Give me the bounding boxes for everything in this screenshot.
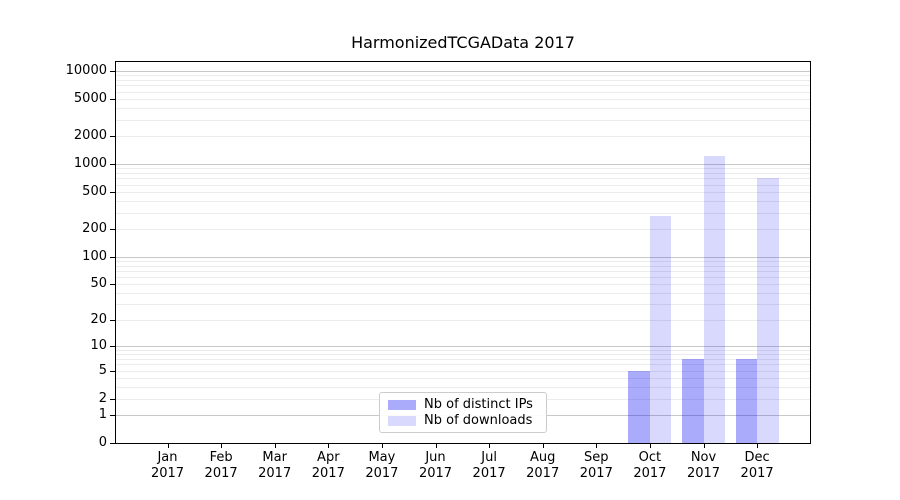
gridlines-layer — [116, 62, 810, 443]
x-tick-label-dec: Dec 2017 — [740, 450, 774, 481]
gridline-minor — [116, 364, 810, 366]
bars-layer — [116, 62, 810, 443]
gridline-minor — [116, 85, 810, 87]
gridline-minor — [116, 212, 810, 214]
gridline-minor — [116, 75, 810, 77]
y-tick-label-200: 200 — [82, 220, 107, 236]
x-tick-mark — [596, 444, 598, 448]
gridline-minor — [116, 270, 810, 272]
gridline-minor — [116, 191, 810, 193]
chart-title: HarmonizedTCGAData 2017 — [351, 33, 575, 52]
gridline-minor — [116, 108, 810, 109]
plot-area: Nb of distinct IPs Nb of downloads — [115, 61, 811, 444]
legend-item-distinct-ips: Nb of distinct IPs — [388, 397, 538, 412]
y-tick-label-100: 100 — [82, 248, 107, 264]
y-tick-label-20: 20 — [90, 312, 107, 327]
gridline-minor — [116, 184, 810, 186]
y-tick-label-10: 10 — [90, 338, 107, 354]
bar-distinct-ips-nov — [682, 359, 704, 443]
y-tick-label-1: 1 — [98, 407, 107, 422]
x-tick-mark — [489, 444, 491, 448]
x-tick-mark — [703, 444, 705, 448]
x-tick-label-may: May 2017 — [365, 450, 399, 481]
legend: Nb of distinct IPs Nb of downloads — [379, 392, 547, 433]
gridline-minor — [116, 91, 810, 93]
x-tick-mark — [757, 444, 759, 448]
legend-swatch-downloads — [388, 415, 416, 426]
x-tick-label-aug: Aug 2017 — [526, 450, 560, 481]
gridline-minor — [116, 354, 810, 356]
gridline-minor — [116, 304, 810, 306]
y-tick-label-2: 2 — [98, 390, 107, 406]
gridline-major — [116, 346, 810, 348]
bar-distinct-ips-oct — [628, 370, 650, 443]
x-tick-label-nov: Nov 2017 — [686, 450, 721, 481]
x-tick-mark — [542, 444, 544, 448]
gridline-minor — [116, 320, 810, 321]
bar-distinct-ips-dec — [735, 359, 758, 443]
x-tick-mark — [435, 444, 437, 448]
x-tick-mark — [167, 444, 169, 448]
gridline-major — [116, 71, 810, 72]
gridline-minor — [116, 119, 810, 121]
y-tick-label-0: 0 — [98, 435, 107, 450]
x-tick-label-feb: Feb 2017 — [204, 450, 238, 481]
y-tick-label-5: 5 — [98, 362, 107, 378]
y-tick-label-50: 50 — [90, 276, 107, 292]
gridline-minor — [116, 370, 810, 372]
x-tick-label-apr: Apr 2017 — [311, 450, 345, 481]
x-tick-mark — [649, 444, 651, 448]
gridline-minor — [116, 293, 810, 294]
x-tick-mark — [274, 444, 276, 448]
x-tick-label-jun: Jun 2017 — [418, 450, 453, 481]
gridline-minor — [116, 277, 810, 278]
gridline-minor — [116, 173, 810, 174]
x-tick-label-oct: Oct 2017 — [633, 450, 667, 481]
gridline-major — [116, 164, 810, 165]
gridline-minor — [116, 99, 810, 100]
gridline-minor — [116, 136, 810, 137]
x-tick-label-sep: Sep 2017 — [579, 450, 613, 481]
bar-downloads-dec — [757, 178, 779, 443]
gridline-minor — [116, 168, 810, 170]
y-tick-label-10000: 10000 — [65, 63, 107, 78]
gridline-minor — [116, 284, 810, 286]
gridline-minor — [116, 378, 810, 379]
bar-downloads-oct — [649, 216, 672, 443]
x-tick-mark — [221, 444, 223, 448]
bar-downloads-nov — [703, 155, 725, 443]
gridline-minor — [116, 178, 810, 180]
gridline-minor — [116, 350, 810, 351]
gridline-major — [116, 256, 810, 258]
gridline-minor — [116, 228, 810, 230]
legend-swatch-distinct-ips — [388, 399, 416, 410]
gridline-minor — [116, 80, 810, 81]
legend-label-distinct-ips: Nb of distinct IPs — [424, 397, 533, 412]
y-tick-label-500: 500 — [82, 183, 107, 199]
x-tick-mark — [328, 444, 330, 448]
legend-item-downloads: Nb of downloads — [388, 413, 538, 428]
y-tick-label-5000: 5000 — [73, 91, 107, 106]
x-tick-label-mar: Mar 2017 — [258, 450, 292, 481]
x-tick-label-jan: Jan 2017 — [150, 450, 185, 481]
x-tick-mark — [381, 444, 383, 448]
y-tick-label-1000: 1000 — [73, 156, 107, 171]
y-tick-label-2000: 2000 — [73, 128, 107, 143]
gridline-minor — [116, 359, 810, 360]
x-tick-label-jul: Jul 2017 — [472, 450, 506, 481]
legend-label-downloads: Nb of downloads — [424, 413, 533, 428]
gridline-minor — [116, 387, 810, 388]
gridline-minor — [116, 265, 810, 267]
gridline-minor — [116, 260, 810, 262]
gridline-minor — [116, 200, 810, 202]
